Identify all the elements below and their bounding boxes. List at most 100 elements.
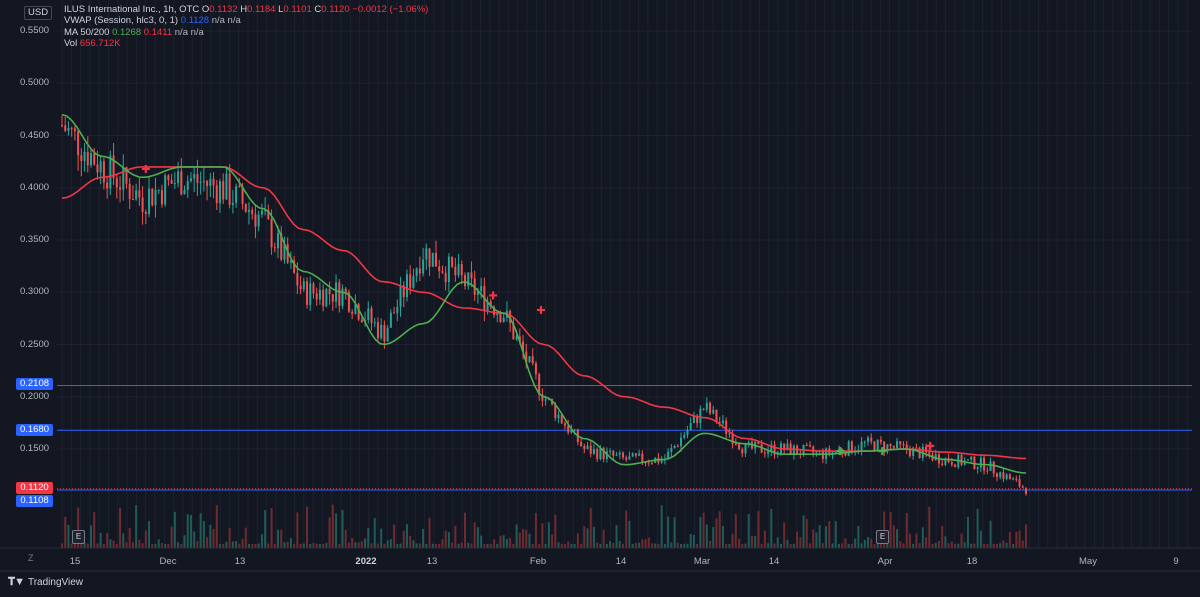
volume-bar <box>651 543 654 548</box>
y-tick-label: 0.5500 <box>20 25 50 36</box>
volume-bar <box>954 543 957 548</box>
volume-bar <box>1015 531 1018 548</box>
zoom-button[interactable]: Z <box>28 553 34 563</box>
ma-row[interactable]: MA 50/200 0.1268 0.1411 n/a n/a <box>64 26 204 38</box>
volume-bar <box>531 543 534 548</box>
candle-body <box>373 322 376 324</box>
candle-body <box>431 252 434 267</box>
volume-bar <box>451 542 454 548</box>
candle-body <box>389 312 392 328</box>
volume-bar <box>225 541 228 548</box>
symbol-title[interactable]: ILUS International Inc., 1h, OTC <box>64 4 200 15</box>
volume-bar <box>270 508 273 548</box>
vwap-row[interactable]: VWAP (Session, hlc3, 0, 1) 0.1128 n/a n/… <box>64 15 241 27</box>
candle-body <box>1008 474 1011 480</box>
candle-body <box>344 288 347 293</box>
volume-bar <box>493 539 496 548</box>
volume-bar <box>370 543 373 548</box>
earnings-badge[interactable]: E <box>72 530 85 544</box>
ma-label: MA 50/200 <box>64 26 110 38</box>
volume-bar <box>915 533 918 548</box>
candle-body <box>728 433 731 435</box>
candle-body <box>518 336 521 342</box>
volume-bar <box>260 534 263 548</box>
volume-bar <box>986 543 989 548</box>
volume-bar <box>206 537 209 548</box>
candle-body <box>270 218 273 248</box>
volume-bar <box>683 543 686 548</box>
volume-bar <box>615 525 618 548</box>
candle-body <box>61 125 63 127</box>
vol-row[interactable]: Vol 656.712K <box>64 38 428 49</box>
candle-body <box>618 452 621 455</box>
candle-body <box>376 322 379 339</box>
candle-body <box>438 266 441 272</box>
candle-body <box>260 210 263 215</box>
candle-body <box>844 452 847 456</box>
volume-bar <box>725 543 728 548</box>
candle-body <box>680 437 683 447</box>
volume-bar <box>212 528 215 548</box>
candle-body <box>399 285 402 307</box>
candle-body <box>641 453 644 463</box>
volume-bar <box>273 543 276 548</box>
volume-bar <box>599 543 602 548</box>
candle-body <box>966 459 969 461</box>
candle-body <box>405 274 408 298</box>
tradingview-logo[interactable]: 𝐓▼ TradingView <box>8 576 83 589</box>
candle-body <box>999 472 1002 478</box>
candle-body <box>1005 474 1008 479</box>
volume-bar <box>70 543 73 548</box>
volume-bar <box>476 527 479 548</box>
volume-bar <box>563 544 566 548</box>
volume-bar <box>638 542 641 548</box>
candle-body <box>705 402 708 410</box>
candle-body <box>151 188 154 206</box>
candle-body <box>783 443 786 451</box>
x-tick-label: 9 <box>1173 556 1179 567</box>
candle-body <box>247 209 250 212</box>
volume-bar <box>625 510 628 548</box>
candle-body <box>686 429 689 436</box>
candle-body <box>892 445 895 448</box>
volume-bar <box>792 543 795 548</box>
candle-body <box>715 409 718 423</box>
volume-bar <box>473 522 476 548</box>
volume-bar <box>115 543 118 548</box>
candle-body <box>128 183 131 200</box>
volume-bar <box>644 539 647 548</box>
volume-bar <box>138 539 141 548</box>
y-tick-label: 0.2000 <box>20 390 50 402</box>
candle-body <box>995 473 998 478</box>
candle-body <box>422 259 425 274</box>
volume-bar <box>367 527 370 548</box>
close-value: 0.1120 <box>321 4 350 15</box>
volume-bar <box>289 538 292 548</box>
candle-body <box>154 189 157 206</box>
volume-bar <box>393 524 396 548</box>
volume-bar <box>247 543 250 548</box>
earnings-badge[interactable]: E <box>876 530 889 544</box>
candle-body <box>328 288 331 295</box>
candle-body <box>160 189 163 205</box>
x-tick-label: Feb <box>529 556 547 567</box>
volume-bar <box>102 543 105 548</box>
low-value: 0.1101 <box>283 4 312 15</box>
candle-body <box>222 181 225 200</box>
candle-body <box>125 167 128 184</box>
candle-body <box>428 248 431 267</box>
candle-body <box>586 445 589 449</box>
candle-body <box>357 304 360 320</box>
candle-body <box>879 439 882 442</box>
candle-body <box>634 453 637 456</box>
chart-legend: ILUS International Inc., 1h, OTC O0.1132… <box>64 4 428 49</box>
candle-body <box>264 209 267 211</box>
volume-bar <box>386 540 389 548</box>
candle-body <box>144 211 147 214</box>
volume-bar <box>680 544 683 548</box>
volume-bar <box>738 538 741 548</box>
candle-body <box>692 415 695 424</box>
volume-bar <box>618 540 621 548</box>
candle-body <box>805 444 808 446</box>
